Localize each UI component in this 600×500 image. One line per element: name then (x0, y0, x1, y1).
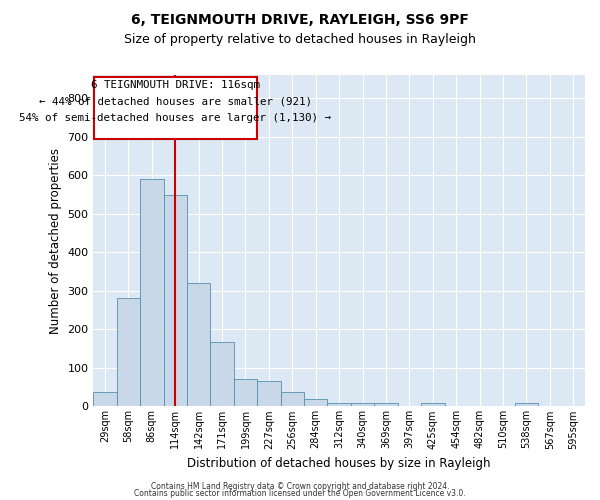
Bar (187, 283, 211, 406)
Bar (351, 402, 374, 406)
Bar (304, 398, 328, 406)
Text: Contains public sector information licensed under the Open Government Licence v3: Contains public sector information licen… (134, 489, 466, 498)
Text: Size of property relative to detached houses in Rayleigh: Size of property relative to detached ho… (124, 32, 476, 46)
Bar (257, 380, 281, 406)
X-axis label: Distribution of detached houses by size in Rayleigh: Distribution of detached houses by size … (187, 457, 491, 470)
Bar (164, 195, 187, 406)
Bar (93, 392, 116, 406)
Text: 54% of semi-detached houses are larger (1,130) →: 54% of semi-detached houses are larger (… (19, 113, 331, 123)
Bar (328, 402, 351, 406)
Bar (281, 392, 304, 406)
Text: 6, TEIGNMOUTH DRIVE, RAYLEIGH, SS6 9PF: 6, TEIGNMOUTH DRIVE, RAYLEIGH, SS6 9PF (131, 12, 469, 26)
FancyBboxPatch shape (94, 76, 257, 138)
Bar (374, 402, 398, 406)
Bar (234, 380, 257, 406)
Bar (421, 404, 445, 406)
Text: ← 44% of detached houses are smaller (921): ← 44% of detached houses are smaller (92… (39, 97, 312, 107)
Bar (140, 179, 164, 406)
Bar (515, 404, 538, 406)
Bar (211, 342, 234, 406)
Bar (116, 298, 140, 406)
Text: 6 TEIGNMOUTH DRIVE: 116sqm: 6 TEIGNMOUTH DRIVE: 116sqm (91, 80, 260, 90)
Text: Contains HM Land Registry data © Crown copyright and database right 2024.: Contains HM Land Registry data © Crown c… (151, 482, 449, 491)
Y-axis label: Number of detached properties: Number of detached properties (49, 148, 62, 334)
